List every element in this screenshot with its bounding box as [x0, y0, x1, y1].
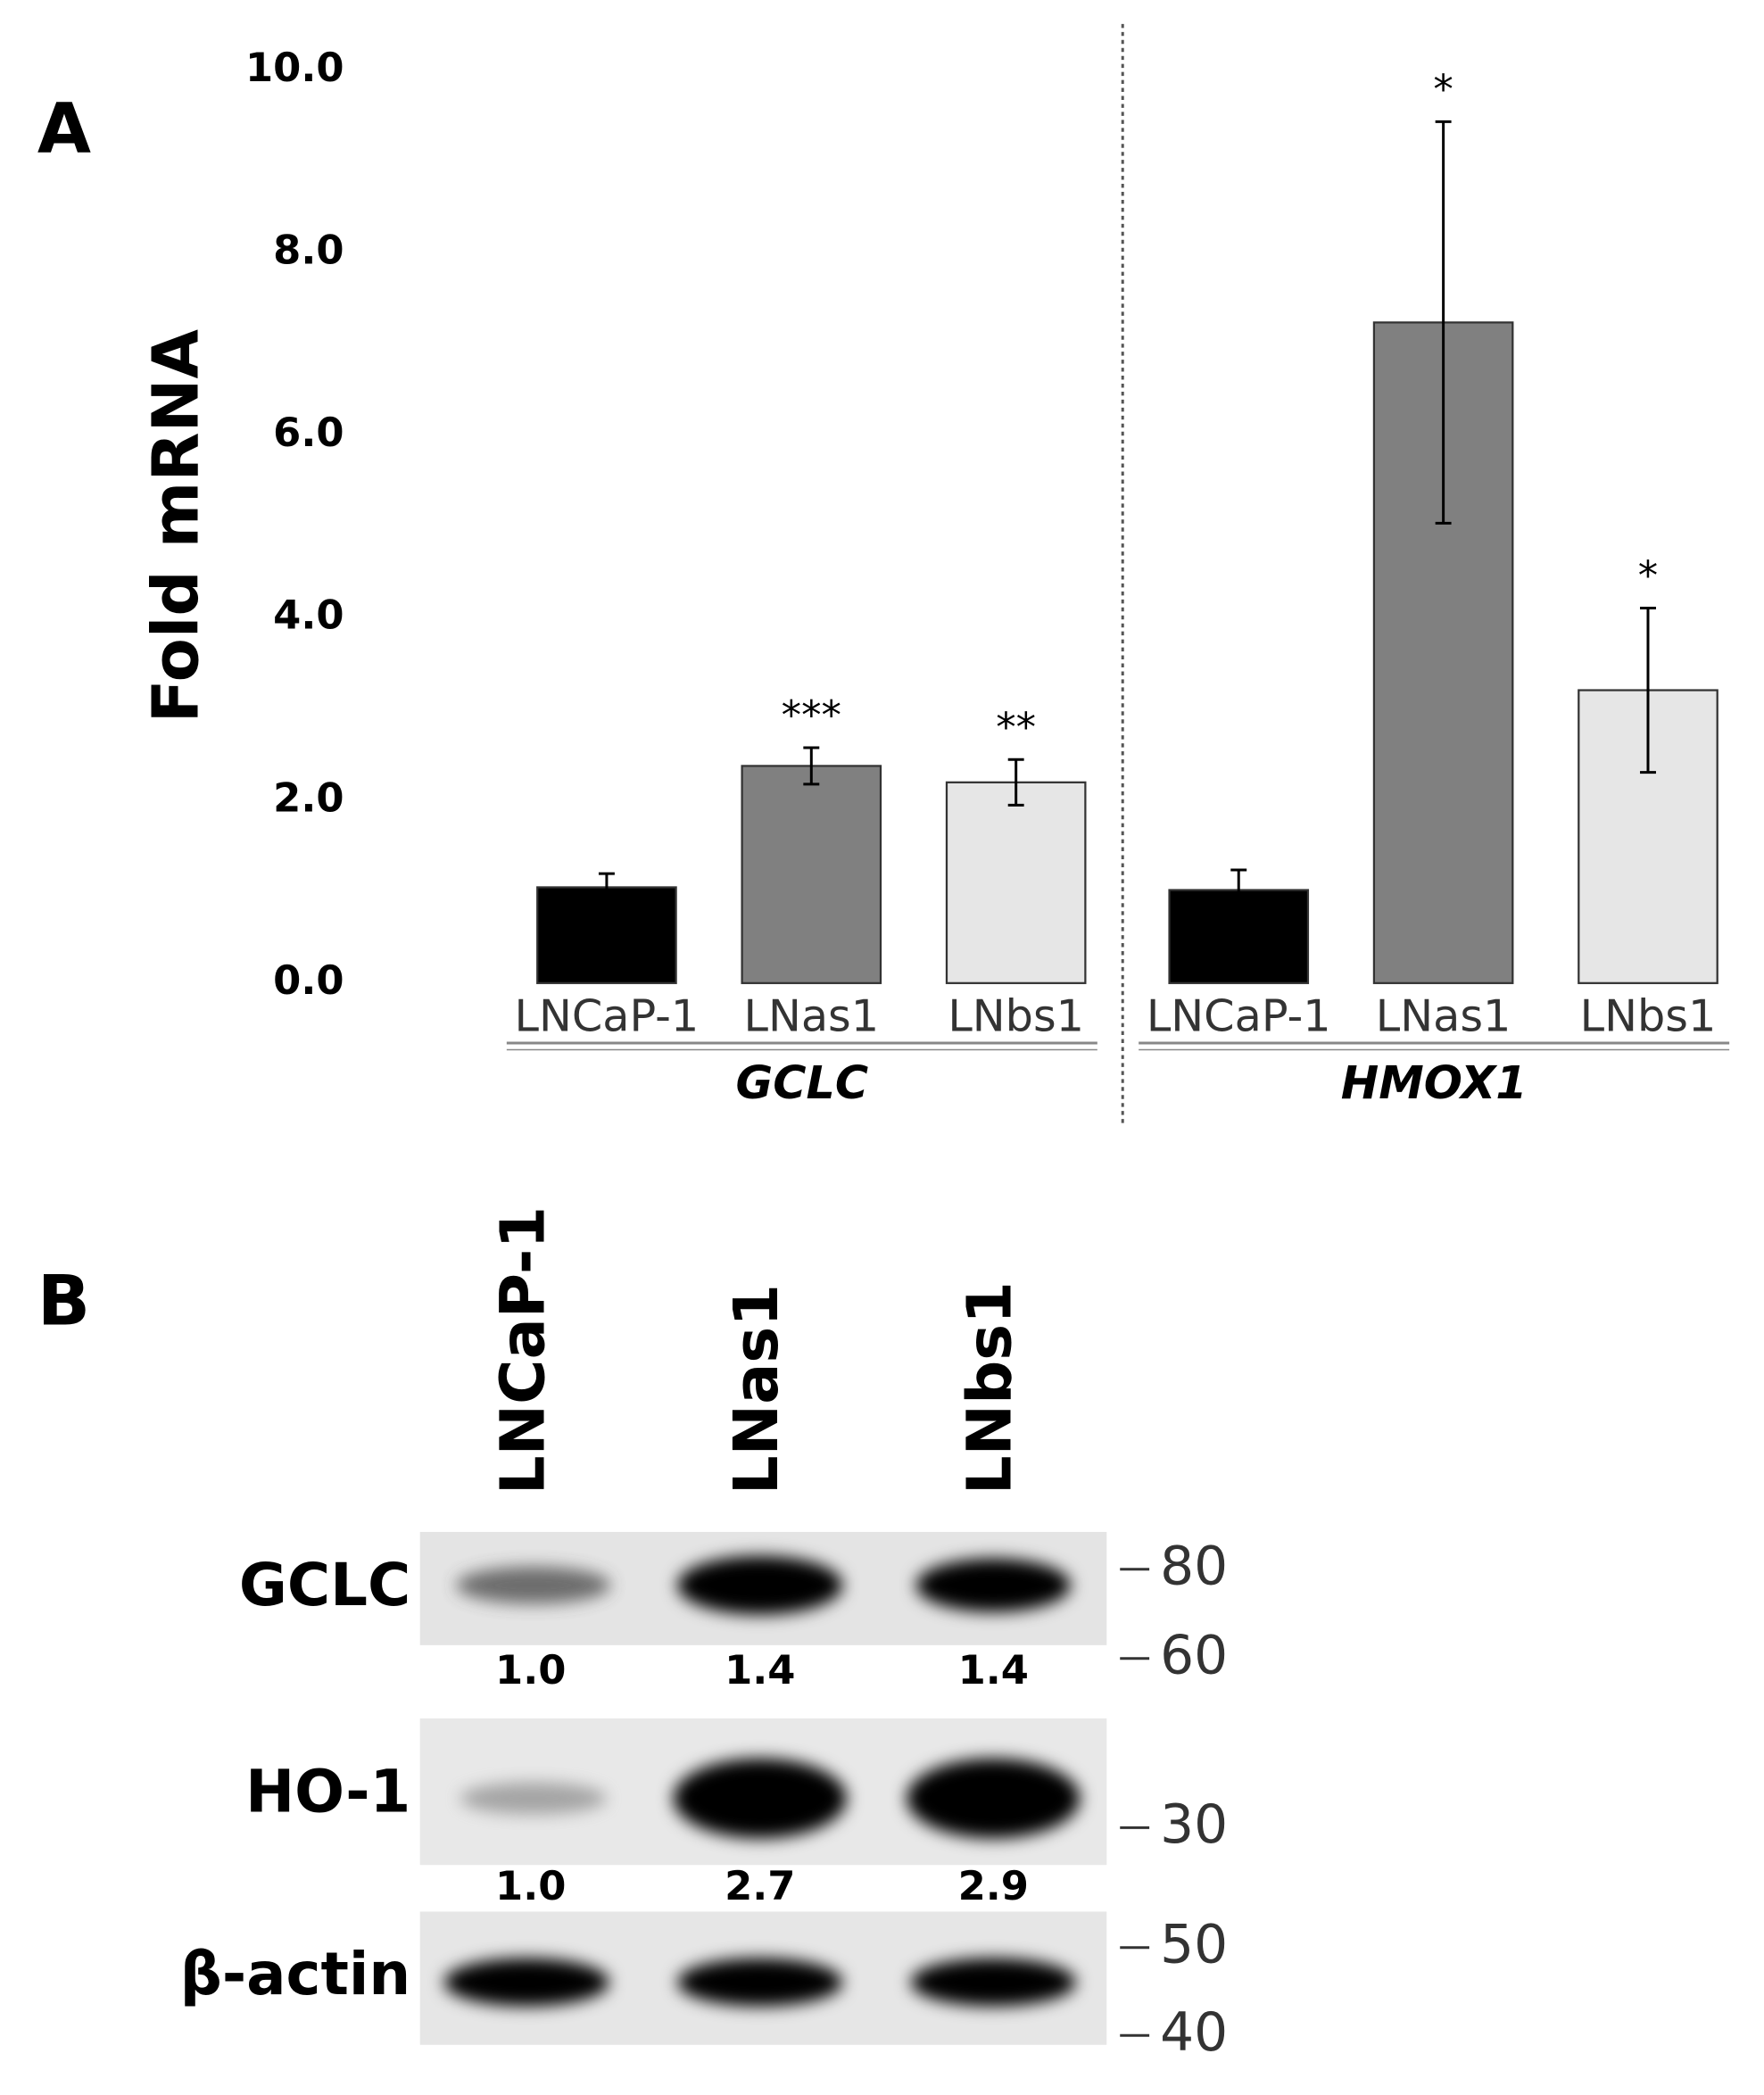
blot-ho1 — [419, 1718, 1107, 1866]
bar — [741, 765, 882, 984]
marker-label: 80 — [1160, 1536, 1228, 1597]
lane-label: LNbs1 — [954, 1281, 1025, 1495]
lane-label: LNCaP-1 — [487, 1206, 559, 1495]
x-tick-label: LNas1 — [1376, 990, 1511, 1042]
x-tick-label: LNbs1 — [1580, 990, 1717, 1042]
quantification: 2.9 — [958, 1862, 1029, 1909]
quantification: 1.0 — [495, 1862, 566, 1909]
lane-label: LNas1 — [721, 1284, 792, 1495]
y-tick-label: 8.0 — [273, 227, 344, 274]
row-label: HO-1 — [245, 1759, 410, 1826]
x-tick-label: LNas1 — [743, 990, 879, 1042]
quantification: 2.7 — [725, 1862, 795, 1909]
row-label: GCLC — [239, 1552, 410, 1619]
y-tick-label: 10.0 — [245, 44, 344, 91]
blot-gclc — [419, 1531, 1107, 1645]
bar — [945, 781, 1087, 984]
y-tick-label: 2.0 — [273, 774, 344, 821]
blot-actin — [419, 1911, 1107, 2045]
quantification: 1.0 — [495, 1646, 566, 1693]
x-tick-label: LNbs1 — [948, 990, 1084, 1042]
marker-label: 50 — [1160, 1914, 1228, 1975]
y-tick-label: 0.0 — [273, 956, 344, 1004]
significance-label: * — [1433, 66, 1453, 113]
significance-label: * — [1638, 552, 1658, 600]
quantification: 1.4 — [958, 1646, 1029, 1693]
y-axis-label: Fold mRNA — [137, 329, 212, 724]
x-tick-label: LNCaP-1 — [515, 990, 700, 1042]
panel-label: A — [37, 89, 91, 170]
x-tick-label: LNCaP-1 — [1147, 990, 1331, 1042]
marker-label: 40 — [1160, 2002, 1228, 2064]
panel-label: B — [37, 1262, 90, 1342]
group-label: HMOX1 — [1341, 1056, 1528, 1109]
significance-label: ** — [996, 703, 1036, 750]
bar — [536, 886, 677, 984]
y-tick-label: 4.0 — [273, 592, 344, 639]
significance-label: *** — [782, 691, 841, 739]
marker-label: 60 — [1160, 1625, 1228, 1686]
group-label: GCLC — [736, 1056, 869, 1109]
marker-label: 30 — [1160, 1794, 1228, 1856]
y-tick-label: 6.0 — [273, 409, 344, 456]
quantification: 1.4 — [725, 1646, 795, 1693]
row-label: β-actin — [180, 1941, 410, 2008]
